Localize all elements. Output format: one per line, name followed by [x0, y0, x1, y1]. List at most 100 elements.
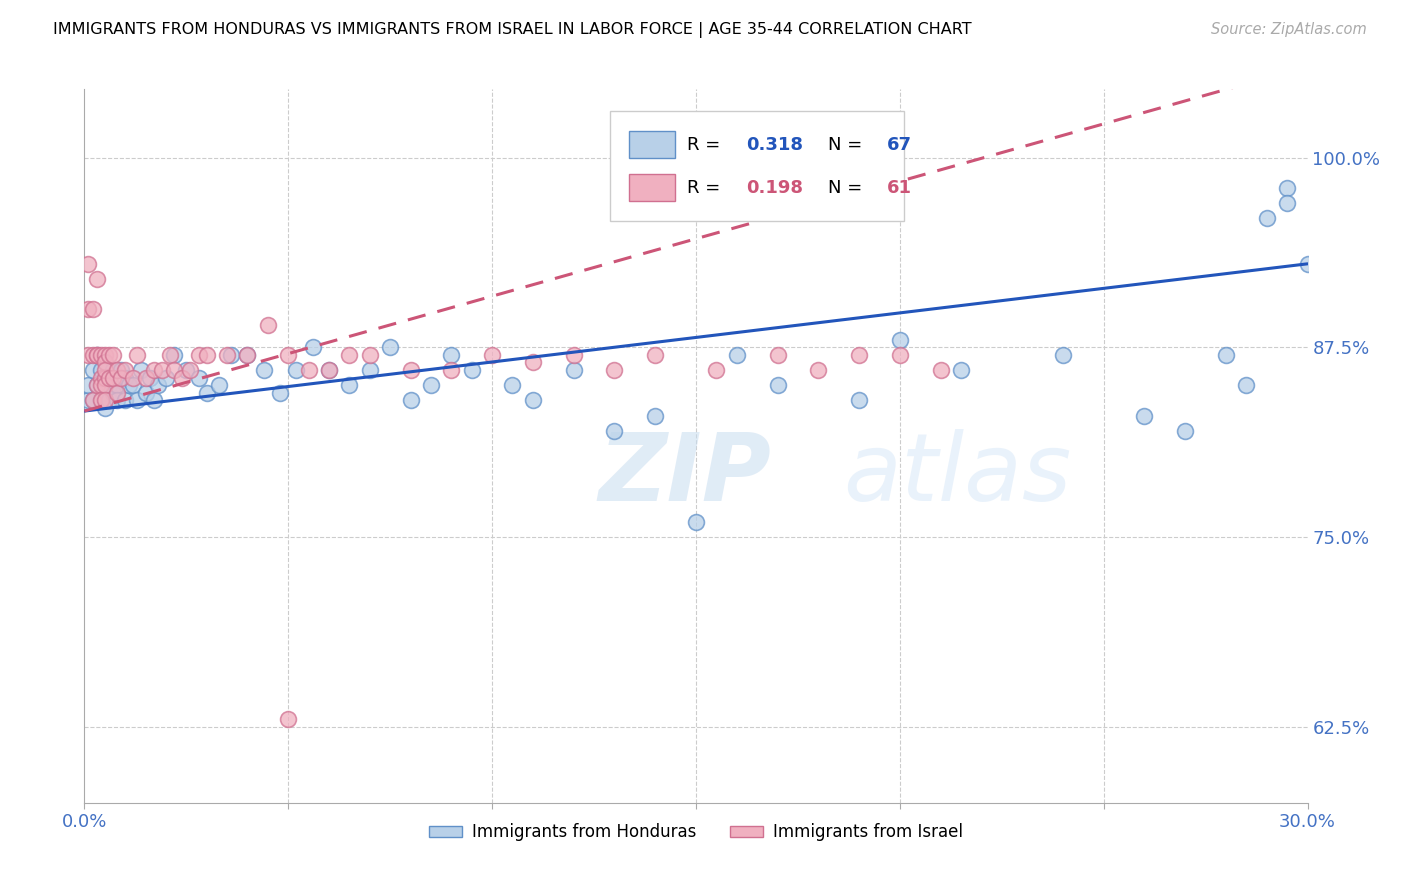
- Point: [318, 363, 340, 377]
- Point: [1256, 211, 1278, 226]
- Point: [766, 348, 789, 362]
- Point: [110, 370, 132, 384]
- Point: [603, 363, 626, 377]
- Point: [114, 370, 136, 384]
- Point: [318, 363, 340, 377]
- Point: [77, 348, 100, 362]
- Text: R =: R =: [688, 136, 727, 153]
- Point: [163, 363, 186, 377]
- Point: [644, 348, 666, 362]
- Point: [93, 355, 115, 369]
- Point: [277, 348, 299, 362]
- Point: [219, 348, 242, 362]
- Point: [93, 393, 115, 408]
- Point: [118, 378, 141, 392]
- Point: [97, 378, 120, 392]
- Text: IMMIGRANTS FROM HONDURAS VS IMMIGRANTS FROM ISRAEL IN LABOR FORCE | AGE 35-44 CO: IMMIGRANTS FROM HONDURAS VS IMMIGRANTS F…: [53, 22, 972, 38]
- Point: [848, 348, 870, 362]
- Point: [187, 348, 209, 362]
- Point: [114, 393, 136, 408]
- Point: [1236, 378, 1258, 392]
- Point: [929, 363, 952, 377]
- Point: [339, 348, 361, 362]
- Point: [236, 348, 259, 362]
- Point: [848, 393, 870, 408]
- Point: [90, 363, 112, 377]
- Point: [359, 363, 381, 377]
- Point: [101, 348, 124, 362]
- Point: [82, 393, 104, 408]
- Point: [90, 378, 112, 392]
- Point: [101, 385, 124, 400]
- Point: [93, 348, 115, 362]
- Point: [97, 348, 120, 362]
- Point: [461, 363, 484, 377]
- Point: [114, 363, 136, 377]
- Point: [562, 363, 585, 377]
- Point: [685, 515, 707, 529]
- Point: [105, 363, 128, 377]
- Text: N =: N =: [828, 178, 868, 196]
- Point: [172, 370, 194, 384]
- Point: [82, 393, 104, 408]
- Point: [77, 378, 100, 392]
- Point: [159, 348, 181, 362]
- Point: [217, 348, 239, 362]
- Point: [359, 348, 381, 362]
- Point: [163, 348, 186, 362]
- Point: [1296, 257, 1319, 271]
- Point: [135, 370, 157, 384]
- Point: [86, 348, 108, 362]
- Point: [90, 348, 112, 362]
- Point: [142, 393, 165, 408]
- Point: [138, 370, 160, 384]
- Point: [644, 409, 666, 423]
- Point: [127, 393, 149, 408]
- Point: [146, 378, 169, 392]
- Point: [195, 385, 218, 400]
- Point: [603, 424, 626, 438]
- Point: [93, 401, 115, 415]
- Point: [1277, 181, 1299, 195]
- Text: Source: ZipAtlas.com: Source: ZipAtlas.com: [1211, 22, 1367, 37]
- Point: [420, 378, 443, 392]
- Point: [82, 363, 104, 377]
- Point: [93, 370, 115, 384]
- Point: [481, 348, 503, 362]
- Text: N =: N =: [828, 136, 868, 153]
- Point: [131, 363, 153, 377]
- Point: [86, 378, 108, 392]
- Point: [1215, 348, 1237, 362]
- Legend: Immigrants from Honduras, Immigrants from Israel: Immigrants from Honduras, Immigrants fro…: [422, 817, 970, 848]
- Point: [440, 348, 463, 362]
- Point: [399, 393, 422, 408]
- Point: [950, 363, 973, 377]
- Point: [90, 370, 112, 384]
- Point: [1277, 196, 1299, 211]
- Point: [101, 370, 124, 384]
- FancyBboxPatch shape: [610, 111, 904, 221]
- Point: [725, 348, 748, 362]
- Point: [277, 712, 299, 726]
- Point: [399, 363, 422, 377]
- Point: [236, 348, 259, 362]
- Point: [90, 393, 112, 408]
- Point: [90, 393, 112, 408]
- Point: [77, 257, 100, 271]
- Point: [502, 378, 524, 392]
- Text: 67: 67: [887, 136, 912, 153]
- Point: [105, 385, 128, 400]
- Point: [110, 363, 132, 377]
- Point: [82, 348, 104, 362]
- Point: [105, 393, 128, 408]
- Point: [142, 363, 165, 377]
- Point: [127, 348, 149, 362]
- Point: [257, 318, 280, 332]
- Point: [174, 363, 197, 377]
- Point: [889, 348, 911, 362]
- Point: [522, 355, 544, 369]
- Point: [122, 378, 145, 392]
- Point: [1052, 348, 1074, 362]
- Point: [195, 348, 218, 362]
- Point: [1133, 409, 1156, 423]
